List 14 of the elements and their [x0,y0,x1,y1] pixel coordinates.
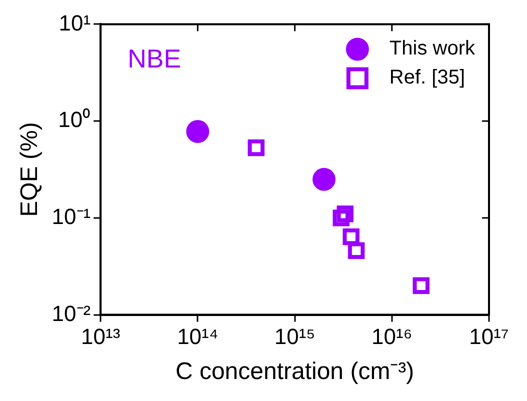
y-tick-label: 10¹ [58,10,91,36]
x-tick-label: 10¹⁴ [177,324,218,350]
y-tick-label: 10⁰ [58,107,91,132]
y-tick-label: 10⁻² [52,300,91,326]
x-tick-label: 10¹⁶ [371,324,412,350]
legend-label: This work [389,38,476,60]
y-axis-title: EQE (%) [16,122,44,217]
x-tick-label: 10¹³ [81,324,120,350]
x-tick-label: 10¹⁷ [469,324,509,350]
legend-label: Ref. [35] [389,66,466,89]
x-tick-label: 10¹⁵ [274,324,316,350]
y-tick-label: 10⁻¹ [52,204,91,229]
x-axis-title: C concentration (cm⁻³) [175,358,414,386]
annotation: NBE [128,43,182,74]
